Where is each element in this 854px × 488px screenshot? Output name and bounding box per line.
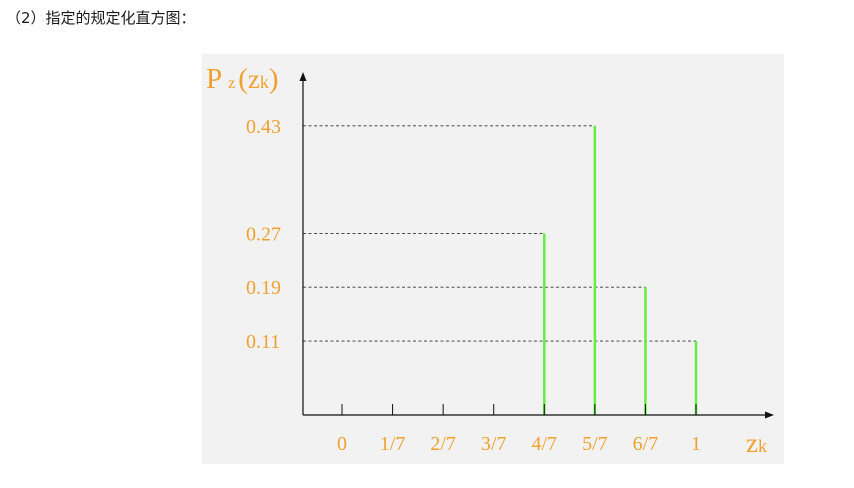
x-tick-label: 4/7 — [532, 433, 558, 455]
x-tick-label: 1 — [691, 433, 701, 455]
y-tick-label: 0.43 — [246, 116, 281, 138]
y-axis-label-var: z — [248, 64, 260, 94]
axes — [299, 72, 774, 419]
x-axis-label-var-sub: k — [758, 436, 767, 456]
x-ticks — [341, 404, 697, 415]
histogram-bars — [543, 125, 698, 415]
x-tick-labels: 0 1/7 2/7 3/7 4/7 5/7 6/7 1 — [337, 433, 701, 455]
x-tick-label: 6/7 — [633, 433, 659, 455]
y-tick-label: 0.11 — [246, 331, 280, 353]
y-axis-label-main: P — [206, 63, 222, 95]
x-tick-label: 3/7 — [481, 433, 507, 455]
y-tick-labels: 0.43 0.27 0.19 0.11 — [246, 116, 281, 353]
y-axis-arrow-icon — [299, 72, 307, 81]
dashed-guide-lines — [303, 125, 696, 342]
y-axis-label-paren-open: ( — [238, 63, 248, 95]
x-axis-label: zk — [746, 428, 767, 458]
y-axis-label-var-sub: k — [260, 72, 269, 92]
x-tick-label: 1/7 — [380, 433, 406, 455]
y-axis-label-sub: z — [228, 75, 235, 92]
y-tick-label: 0.27 — [246, 223, 281, 245]
x-tick-label: 0 — [337, 433, 347, 455]
figure-caption: （2）指定的规定化直方图： — [6, 9, 196, 27]
x-axis-label-var: z — [746, 428, 758, 458]
y-axis-label-paren-close: ) — [269, 63, 279, 95]
y-tick-label: 0.19 — [246, 277, 281, 299]
x-tick-label: 2/7 — [430, 433, 456, 455]
x-axis-arrow-icon — [765, 411, 774, 419]
x-tick-label: 5/7 — [582, 433, 608, 455]
